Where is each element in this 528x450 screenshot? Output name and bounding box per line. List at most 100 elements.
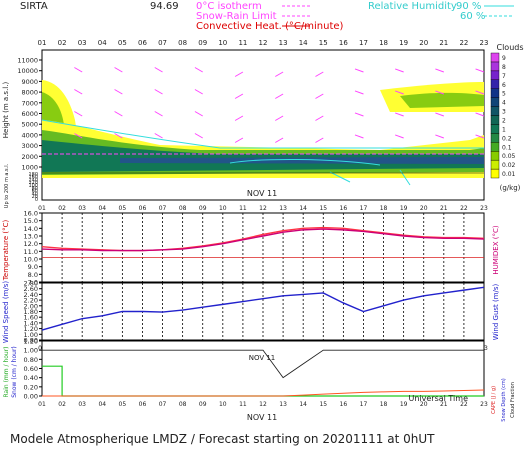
wind-arrow bbox=[234, 137, 244, 143]
wind-arrow bbox=[475, 134, 485, 139]
hour-tick-label-top: 14 bbox=[299, 39, 308, 47]
colorbar-tick-label: 9 bbox=[502, 55, 506, 62]
wind-arrow bbox=[74, 67, 83, 73]
cloud-fraction-series-line bbox=[42, 349, 484, 379]
hour-tick-label-top: 10 bbox=[218, 39, 227, 47]
colorbar-tick-label: 0.02 bbox=[502, 162, 516, 169]
colorbar-tick-label: 1 bbox=[502, 126, 506, 133]
precip-y-tick-label: 0.80 bbox=[24, 356, 38, 364]
hour-tick-label-top: 09 bbox=[198, 39, 207, 47]
hour-tick-label-top: 11 bbox=[238, 39, 247, 47]
hour-tick-label-top: 12 bbox=[259, 39, 268, 47]
hour-tick-label-2: 07 bbox=[159, 205, 167, 212]
cloud-y-lower-tick-label: 180 bbox=[28, 172, 38, 178]
cloud-y-lower-tick-label: 120 bbox=[28, 180, 38, 186]
rain-y-axis-label: Rain (mm / hour) bbox=[3, 346, 10, 397]
cloud-y-tick-label: 5000 bbox=[21, 121, 38, 129]
colorbar-swatch bbox=[490, 151, 500, 161]
wind-arrow bbox=[154, 133, 163, 139]
legend-rh90: 90 % bbox=[456, 1, 481, 12]
rh90-line bbox=[41, 119, 484, 149]
cloud-y-lower-tick-label: 0 bbox=[35, 197, 38, 203]
wind-y-tick-label: 1.80 bbox=[24, 308, 38, 316]
temperature-y-tick-label: 9.0 bbox=[28, 263, 38, 271]
cloud-y-tick-label: 2000 bbox=[21, 153, 38, 161]
cloud-area-right-green bbox=[400, 92, 484, 108]
wind-arrow bbox=[315, 115, 324, 121]
wind-arrow bbox=[315, 71, 324, 77]
station-altitude: 94.69 bbox=[150, 1, 179, 12]
humidex-y-axis-label: HUMIDEX (°C) bbox=[492, 225, 500, 274]
colorbar-swatch bbox=[490, 168, 500, 179]
precip-frame bbox=[41, 340, 485, 397]
hour-tick-label-2: 17 bbox=[360, 205, 368, 212]
cloud-y-axis-label: Height (m a.s.l.) bbox=[2, 82, 10, 139]
wind-arrow bbox=[395, 112, 404, 117]
colorbar-tick-label: 5 bbox=[502, 91, 506, 98]
rh60-line bbox=[229, 158, 411, 186]
wind-arrow bbox=[114, 133, 123, 139]
precip-y-tick-label: 1.20 bbox=[24, 338, 38, 346]
wind-y-tick-label: 2.80 bbox=[24, 280, 38, 288]
hour-tick-label-bottom: 14 bbox=[299, 401, 307, 408]
cloud-y-lower-tick-label: 40 bbox=[32, 191, 38, 197]
wind-series-line bbox=[41, 286, 485, 331]
colorbar-title: Clouds bbox=[496, 43, 523, 52]
colorbar-swatch bbox=[490, 52, 500, 63]
temperature-y-tick-label: 15.0 bbox=[24, 217, 38, 225]
hour-tick-label-2: 18 bbox=[380, 205, 388, 212]
colorbar-tick-label: 3 bbox=[502, 109, 506, 116]
wind-arrow bbox=[475, 68, 485, 73]
hour-tick-label-bottom: 23 bbox=[480, 401, 488, 408]
wind-arrow bbox=[275, 93, 284, 99]
hour-tick-label-bottom: 16 bbox=[340, 401, 348, 408]
hour-tick-label-top: 18 bbox=[379, 39, 388, 47]
colorbar-swatch bbox=[490, 115, 500, 125]
colorbar-swatch bbox=[490, 106, 500, 116]
wind-y-tick-label: 1.40 bbox=[24, 319, 38, 327]
wind-arrow bbox=[114, 111, 123, 117]
hour-tick-label-bottom: 19 bbox=[400, 401, 408, 408]
wind-arrow bbox=[435, 112, 444, 117]
colorbar-swatch bbox=[490, 124, 500, 134]
wind-arrow bbox=[354, 112, 364, 117]
cloud-y-tick-label: 10000 bbox=[17, 67, 38, 75]
hour-tick-label-top: 02 bbox=[58, 39, 67, 47]
hour-tick-label-bottom: 03 bbox=[78, 401, 86, 408]
temperature-y-tick-label: 8.0 bbox=[28, 271, 38, 279]
wind-arrow bbox=[275, 115, 284, 121]
wind-y-tick-label: 2.00 bbox=[24, 302, 38, 310]
wind-arrow bbox=[475, 90, 485, 95]
hour-tick-label-2: 14 bbox=[299, 205, 307, 212]
temperature-y-tick-label: 7.0 bbox=[28, 279, 38, 287]
hour-tick-label-bottom: 17 bbox=[360, 401, 368, 408]
hour-tick-label-2: 15 bbox=[319, 205, 327, 212]
temperature-y-tick-label: 12.0 bbox=[24, 240, 38, 248]
wind-arrow bbox=[435, 68, 444, 73]
temperature-y-tick-label: 16.0 bbox=[24, 210, 38, 218]
hour-tick-label-2: 22 bbox=[460, 205, 468, 212]
wind-arrow bbox=[194, 67, 203, 73]
cloud-band-blue bbox=[120, 157, 484, 164]
hour-tick-label-2: 20 bbox=[420, 205, 428, 212]
hour-tick-label-top: 05 bbox=[118, 39, 127, 47]
wind-arrow bbox=[154, 111, 163, 117]
cloud-y-lower-tick-label: 80 bbox=[32, 186, 38, 192]
colorbar-tick-label: 6 bbox=[502, 82, 506, 89]
wind-arrow bbox=[154, 89, 163, 95]
wind-arrow bbox=[354, 134, 364, 139]
hour-tick-label-top: 01 bbox=[38, 39, 47, 47]
hour-tick-label-2: 10 bbox=[219, 205, 227, 212]
cloud-y-tick-label: 1000 bbox=[21, 164, 38, 172]
wind-arrow bbox=[234, 71, 244, 77]
cloud-y-tick-label: 11000 bbox=[17, 57, 38, 65]
legend-snow-rain: Snow-Rain Limit bbox=[196, 11, 277, 22]
wind-arrow bbox=[194, 111, 203, 117]
hour-tick-label-2: 13 bbox=[279, 205, 287, 212]
wind-arrow bbox=[154, 67, 163, 73]
hour-tick-label-top: 20 bbox=[419, 39, 428, 47]
hour-tick-label-bottom: 04 bbox=[98, 401, 106, 408]
wind-arrow bbox=[114, 67, 123, 73]
wind-arrow bbox=[354, 90, 364, 95]
